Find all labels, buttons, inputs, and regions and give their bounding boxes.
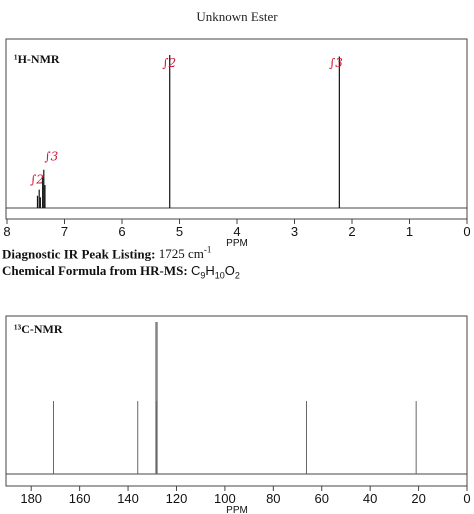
x-tick-label: 2 (348, 224, 355, 239)
formula-line: Chemical Formula from HR-MS: C9H10O2 (2, 263, 240, 281)
x-tick-label: 180 (20, 491, 42, 506)
x-tick-label: 140 (117, 491, 139, 506)
x-tick-label: 7 (61, 224, 68, 239)
formula-element: O (224, 263, 235, 278)
x-tick-label: 6 (118, 224, 125, 239)
page-title: Unknown Ester (196, 9, 278, 24)
x-tick-label: 20 (411, 491, 425, 506)
chemical-formula: C9H10O2 (190, 263, 240, 281)
ir-label: Diagnostic IR Peak Listing: (2, 246, 156, 262)
formula-label: Chemical Formula from HR-MS: (2, 263, 188, 278)
integration-label: ∫2 (162, 56, 176, 70)
integration-label: ∫3 (44, 150, 58, 164)
x-tick-label: 100 (214, 491, 236, 506)
ir-peak-line: Diagnostic IR Peak Listing: 1725 cm-1 (2, 245, 211, 262)
formula-subscript: 2 (234, 270, 240, 281)
chart-title: ¹³C-NMR (14, 322, 63, 336)
ir-value-exponent: -1 (203, 245, 212, 255)
ir-value-number: 1725 cm (158, 246, 204, 262)
formula-element: C (190, 263, 201, 278)
ir-value: 1725 cm-1 (158, 245, 212, 262)
chart-frame (5, 315, 468, 487)
formula-subscript: 10 (214, 270, 225, 281)
formula-subscript: 9 (200, 270, 206, 281)
chart-frame (5, 38, 468, 220)
x-tick-label: 4 (233, 224, 240, 239)
integration-label: ∫3 (329, 56, 343, 70)
x-tick-label: 80 (266, 491, 280, 506)
nmr-chart-1: ¹³C-NMR 180 160 140 120 100 80 60 40 20 0 PPM (5, 315, 471, 514)
x-tick-label: 120 (166, 491, 188, 506)
x-axis-label: PPM (226, 505, 248, 514)
chart-title: ¹H-NMR (14, 52, 60, 66)
x-axis-label: PPM (226, 238, 248, 249)
x-tick-label: 1 (406, 224, 413, 239)
x-tick-label: 8 (3, 224, 10, 239)
x-tick-label: 60 (315, 491, 329, 506)
x-tick-label: 0 (463, 491, 470, 506)
x-tick-label: 160 (69, 491, 91, 506)
x-tick-label: 40 (363, 491, 377, 506)
x-tick-label: 0 (463, 224, 470, 239)
formula-element: H (205, 263, 215, 278)
x-tick-label: 5 (176, 224, 183, 239)
integration-label: ∫2 (30, 173, 44, 187)
x-tick-label: 3 (291, 224, 298, 239)
